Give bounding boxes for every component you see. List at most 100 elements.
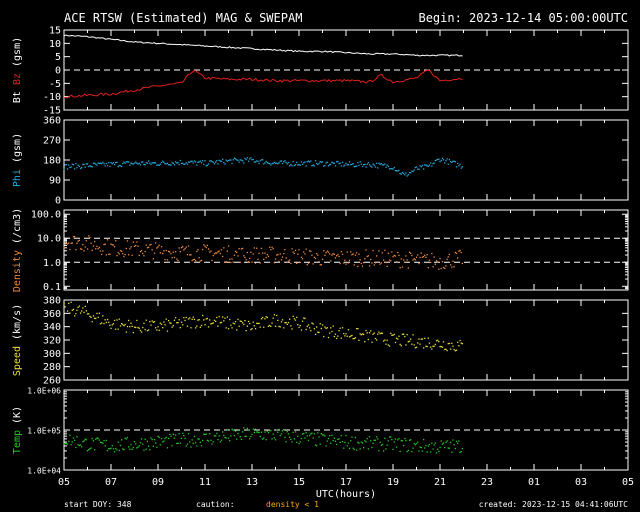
data-point <box>252 158 254 161</box>
data-point <box>387 165 389 168</box>
data-point <box>455 349 458 351</box>
data-point <box>384 339 386 341</box>
data-point <box>72 236 75 238</box>
data-point <box>65 164 68 166</box>
data-point <box>207 440 210 442</box>
data-point <box>360 334 362 336</box>
data-point <box>263 326 265 328</box>
data-point <box>310 433 312 435</box>
data-point <box>137 326 139 329</box>
data-point <box>279 434 281 437</box>
data-point <box>383 259 385 261</box>
data-point <box>287 322 290 324</box>
data-point <box>165 436 167 439</box>
data-point <box>398 169 400 171</box>
data-point <box>110 447 112 449</box>
data-point <box>215 161 217 163</box>
data-point <box>135 244 137 247</box>
data-point <box>118 253 120 255</box>
x-axis: 05 07 09 11 13 15 17 19 21 23 01 03 05 <box>58 477 634 488</box>
data-point <box>246 427 248 429</box>
data-point <box>168 250 170 253</box>
data-point <box>314 444 317 446</box>
data-point <box>152 258 154 260</box>
data-point <box>142 161 144 163</box>
data-point <box>446 440 448 442</box>
data-point <box>163 321 165 323</box>
data-point <box>444 162 446 164</box>
data-point <box>179 251 181 253</box>
data-point <box>175 317 177 319</box>
data-point <box>79 167 82 170</box>
data-point <box>223 247 225 249</box>
data-point <box>284 322 286 324</box>
data-point <box>459 163 461 166</box>
data-point <box>89 236 91 239</box>
data-point <box>220 249 223 251</box>
data-point <box>397 439 399 441</box>
data-point <box>139 442 142 444</box>
data-point <box>148 160 150 162</box>
data-point <box>263 163 265 165</box>
data-point <box>278 428 280 431</box>
data-point <box>82 163 84 166</box>
y-axis-label-part: (gsm) <box>12 133 23 169</box>
data-point <box>217 438 219 441</box>
data-point <box>63 443 65 445</box>
data-point <box>173 437 176 439</box>
data-point <box>111 445 113 447</box>
data-point <box>277 163 279 165</box>
data-point <box>270 164 272 166</box>
data-point <box>126 325 129 328</box>
data-point <box>284 436 286 439</box>
data-point <box>131 325 133 327</box>
data-point <box>68 242 70 244</box>
data-point <box>218 159 220 161</box>
data-point <box>425 164 427 166</box>
data-point <box>301 258 304 260</box>
data-point <box>233 254 236 256</box>
data-point <box>220 439 223 441</box>
data-point <box>430 162 432 164</box>
data-point <box>71 441 73 443</box>
data-point <box>368 265 371 267</box>
data-point <box>75 249 77 251</box>
data-point <box>377 261 379 263</box>
data-point <box>294 319 297 321</box>
data-point <box>273 262 275 264</box>
data-point <box>368 164 371 166</box>
data-point <box>224 261 226 263</box>
data-point <box>180 321 183 323</box>
data-point <box>435 452 438 454</box>
data-point <box>410 252 412 254</box>
data-point <box>441 443 444 445</box>
data-point <box>212 255 214 257</box>
data-point <box>77 444 79 446</box>
data-point <box>196 164 198 166</box>
y-tick-label: 100.0 <box>31 210 61 221</box>
x-tick-label: 05 <box>622 477 634 488</box>
data-point <box>366 332 368 334</box>
data-point <box>272 248 274 250</box>
data-point <box>252 321 254 323</box>
data-point <box>279 326 281 328</box>
data-point <box>156 247 158 249</box>
data-point <box>299 325 301 327</box>
data-point <box>354 165 357 167</box>
data-point <box>132 163 134 165</box>
data-point <box>270 325 272 327</box>
data-point <box>408 439 411 441</box>
data-point <box>413 344 415 346</box>
data-point <box>82 441 84 443</box>
data-point <box>95 163 97 165</box>
data-point <box>461 448 463 450</box>
data-point <box>78 305 80 307</box>
y-tick-label: 360 <box>43 309 61 320</box>
data-point <box>455 440 458 443</box>
data-point <box>286 323 288 325</box>
data-point <box>159 252 161 254</box>
data-point <box>238 429 240 432</box>
data-point <box>368 436 371 438</box>
data-point <box>423 256 425 258</box>
data-point <box>150 163 152 165</box>
